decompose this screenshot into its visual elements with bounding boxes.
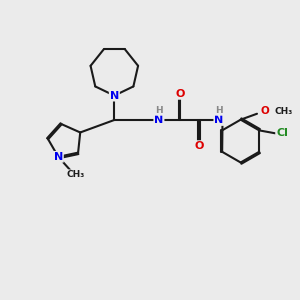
Text: O: O xyxy=(176,89,185,99)
Text: N: N xyxy=(214,115,224,125)
Text: H: H xyxy=(155,106,163,115)
Text: O: O xyxy=(195,141,204,151)
Text: O: O xyxy=(261,106,270,116)
Text: N: N xyxy=(110,91,119,100)
Text: N: N xyxy=(54,152,63,162)
Text: H: H xyxy=(215,106,223,115)
Text: Cl: Cl xyxy=(276,128,288,138)
Text: CH₃: CH₃ xyxy=(66,170,84,179)
Text: N: N xyxy=(154,115,164,125)
Text: CH₃: CH₃ xyxy=(274,107,292,116)
